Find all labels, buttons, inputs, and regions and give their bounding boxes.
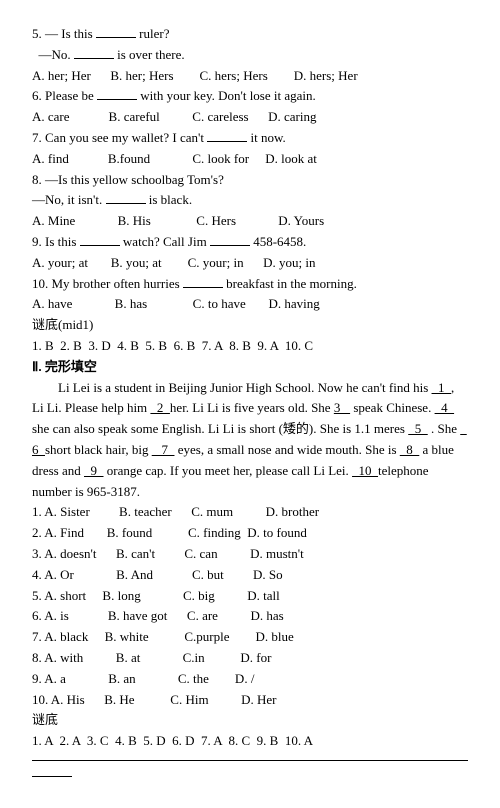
q8-opts: A. Mine B. His C. Hers D. Yours bbox=[32, 211, 468, 232]
q6-post: with your key. Don't lose it again. bbox=[137, 88, 316, 103]
blank bbox=[210, 232, 250, 246]
q5-line2: —No. is over there. bbox=[32, 45, 468, 66]
q5-l2-pre: —No. bbox=[32, 47, 74, 62]
p-d: speak Chinese. bbox=[350, 400, 434, 415]
p-h: eyes, a small nose and wide mouth. She i… bbox=[174, 442, 399, 457]
q5-l2-post: is over there. bbox=[114, 47, 185, 62]
passage-blank-9: 9 bbox=[84, 463, 104, 478]
p-c: her. Li Li is five years old. She bbox=[170, 400, 334, 415]
q6-opts: A. care B. careful C. careless D. caring bbox=[32, 107, 468, 128]
passage-blank-7: 7 bbox=[152, 442, 175, 457]
passage-blank-3: 3 bbox=[334, 400, 350, 415]
q5-opts: A. her; Her B. her; Hers C. hers; Hers D… bbox=[32, 66, 468, 87]
p-g: short black hair, big bbox=[45, 442, 152, 457]
q10-opts: A. have B. has C. to have D. having bbox=[32, 294, 468, 315]
blank bbox=[97, 86, 137, 100]
q5-l1-post: ruler? bbox=[136, 26, 170, 41]
p-j: orange cap. If you meet her, please call… bbox=[104, 463, 353, 478]
blank bbox=[74, 45, 114, 59]
q5-line1: 5. — Is this ruler? bbox=[32, 24, 468, 45]
passage-blank-4: 4 bbox=[435, 400, 455, 415]
section2-heading: Ⅱ. 完形填空 bbox=[32, 357, 468, 378]
blank bbox=[207, 128, 247, 142]
blank bbox=[96, 24, 136, 38]
cloze-9: 9. A. a B. an C. the D. / bbox=[32, 669, 468, 690]
passage-blank-2: 2 bbox=[150, 400, 170, 415]
divider bbox=[32, 760, 468, 761]
answers2-label: 谜底 bbox=[32, 710, 468, 731]
blank bbox=[106, 190, 146, 204]
passage-blank-10: 10 bbox=[352, 463, 378, 478]
q9-pre: 9. Is this bbox=[32, 234, 80, 249]
cloze-4: 4. A. Or B. And C. but D. So bbox=[32, 565, 468, 586]
q7-post: it now. bbox=[247, 130, 286, 145]
cloze-5: 5. A. short B. long C. big D. tall bbox=[32, 586, 468, 607]
p-e: she can also speak some English. Li Li i… bbox=[32, 421, 408, 436]
blank bbox=[80, 232, 120, 246]
cloze-2: 2. A. Find B. found C. finding D. to fou… bbox=[32, 523, 468, 544]
cloze-7: 7. A. black B. white C.purple D. blue bbox=[32, 627, 468, 648]
q6-line: 6. Please be with your key. Don't lose i… bbox=[32, 86, 468, 107]
answers2: 1. A 2. A 3. C 4. B 5. D 6. D 7. A 8. C … bbox=[32, 731, 468, 752]
passage-blank-8: 8 bbox=[400, 442, 420, 457]
passage: Li Lei is a student in Beijing Junior Hi… bbox=[32, 378, 468, 503]
cloze-10: 10. A. His B. He C. Him D. Her bbox=[32, 690, 468, 711]
q6-pre: 6. Please be bbox=[32, 88, 97, 103]
q7-opts: A. find B.found C. look for D. look at bbox=[32, 149, 468, 170]
q8-pre: —No, it isn't. bbox=[32, 192, 106, 207]
q8-post: is black. bbox=[146, 192, 193, 207]
cloze-6: 6. A. is B. have got C. are D. has bbox=[32, 606, 468, 627]
q10-post: breakfast in the morning. bbox=[223, 276, 357, 291]
passage-blank-1: 1 bbox=[432, 380, 452, 395]
q9-opts: A. your; at B. you; at C. your; in D. yo… bbox=[32, 253, 468, 274]
q7-line: 7. Can you see my wallet? I can't it now… bbox=[32, 128, 468, 149]
q10-line: 10. My brother often hurries breakfast i… bbox=[32, 274, 468, 295]
cloze-1: 1. A. Sister B. teacher C. mum D. brothe… bbox=[32, 502, 468, 523]
q9-mid: watch? Call Jim bbox=[120, 234, 210, 249]
p-a: Li Lei is a student in Beijing Junior Hi… bbox=[58, 380, 432, 395]
q8-line2: —No, it isn't. is black. bbox=[32, 190, 468, 211]
blank bbox=[183, 274, 223, 288]
q8-line1: 8. —Is this yellow schoolbag Tom's? bbox=[32, 170, 468, 191]
cloze-3: 3. A. doesn't B. can't C. can D. mustn't bbox=[32, 544, 468, 565]
footer-blank bbox=[32, 763, 72, 777]
q9-post: 458-6458. bbox=[250, 234, 306, 249]
q7-pre: 7. Can you see my wallet? I can't bbox=[32, 130, 207, 145]
p-f: . She bbox=[428, 421, 461, 436]
passage-blank-5: 5 bbox=[408, 421, 428, 436]
answers1-label: 谜底(mid1) bbox=[32, 315, 468, 336]
q5-l1-pre: 5. — Is this bbox=[32, 26, 96, 41]
q10-pre: 10. My brother often hurries bbox=[32, 276, 183, 291]
answers1: 1. B 2. B 3. D 4. B 5. B 6. B 7. A 8. B … bbox=[32, 336, 468, 357]
cloze-8: 8. A. with B. at C.in D. for bbox=[32, 648, 468, 669]
q9-line: 9. Is this watch? Call Jim 458-6458. bbox=[32, 232, 468, 253]
